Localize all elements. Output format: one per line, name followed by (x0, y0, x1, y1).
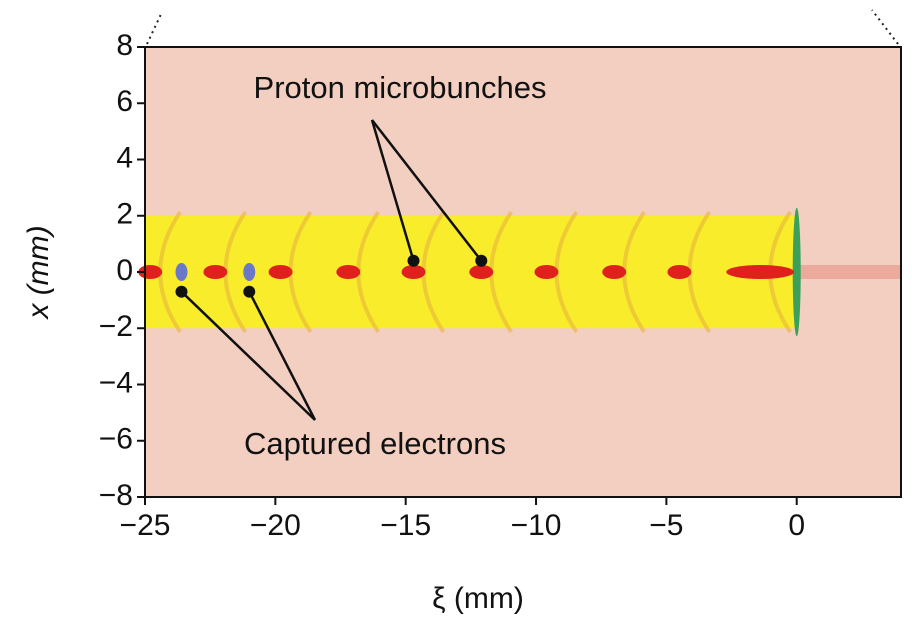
microbunch (203, 265, 227, 279)
annotation-point (175, 286, 187, 298)
annotation-point (243, 286, 255, 298)
microbunch (469, 265, 493, 279)
x-tick-label: 0 (788, 509, 805, 542)
x-tick-label: −25 (120, 509, 171, 542)
y-tick-label: 4 (116, 141, 133, 174)
x-tick-label: −20 (250, 509, 301, 542)
annotation: Proton microbunches (254, 70, 547, 105)
x-axis-label: ξ (mm) (432, 582, 524, 615)
y-tick-label: −6 (99, 423, 133, 456)
y-tick-label: −8 (99, 479, 133, 512)
y-tick-label: −2 (99, 310, 133, 343)
x-tick-label: −15 (380, 509, 431, 542)
microbunch (667, 265, 691, 279)
annotation: Captured electrons (244, 426, 506, 461)
microbunch (602, 265, 626, 279)
x-tick-label: −10 (511, 509, 562, 542)
y-tick-label: 6 (116, 85, 133, 118)
annotation-point (475, 255, 487, 267)
y-tick-label: 2 (116, 198, 133, 231)
chart: ξ (mm) x (mm) −8−6−4−202468−25−20−15−10−… (0, 0, 912, 621)
y-tick-label: 0 (116, 254, 133, 287)
y-tick-label: −4 (99, 366, 133, 399)
electron-bunch (175, 263, 187, 281)
microbunch (269, 265, 293, 279)
zoom-guide (147, 12, 162, 44)
microbunch (336, 265, 360, 279)
zoom-guide (872, 10, 898, 44)
proton-beam (797, 265, 901, 279)
x-tick-label: −5 (649, 509, 683, 542)
electron-bunch (243, 263, 255, 281)
microbunch (402, 265, 426, 279)
page: {"chart_data": { "type": "field", "x_lab… (0, 0, 912, 621)
y-tick-label: 8 (116, 29, 133, 62)
microbunch (726, 265, 794, 279)
annotation-point (408, 255, 420, 267)
y-axis-label: x (mm) (22, 225, 55, 320)
microbunch (534, 265, 558, 279)
